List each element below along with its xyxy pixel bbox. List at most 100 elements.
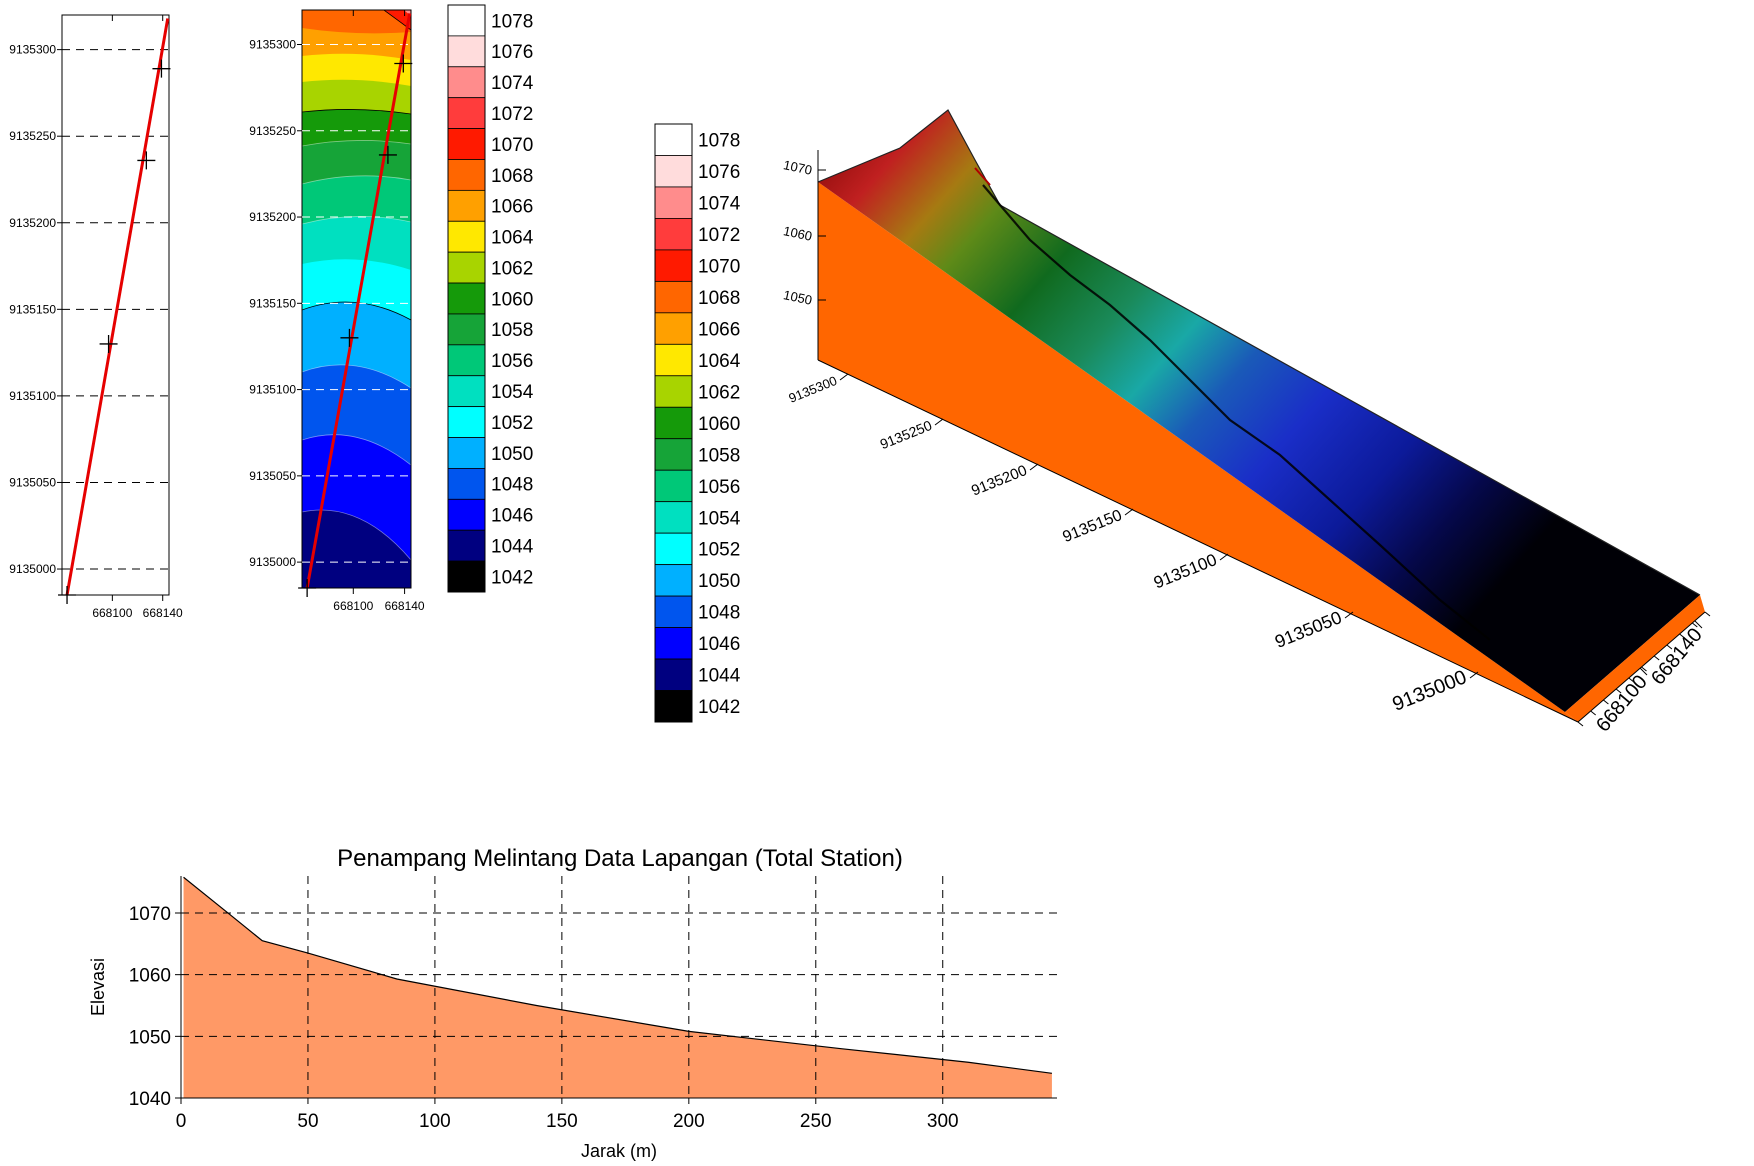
contour-track-markers bbox=[298, 54, 413, 597]
contour-lines-light bbox=[302, 140, 411, 561]
station-marker bbox=[137, 151, 156, 170]
legend-swatch bbox=[447, 128, 486, 160]
y-tick-mark bbox=[839, 373, 849, 381]
y-tick-label: 9135150 bbox=[249, 296, 296, 310]
y-tick-label: 9135250 bbox=[9, 129, 56, 143]
surface-track-line bbox=[982, 184, 1491, 641]
x-minor-tick bbox=[1704, 611, 1711, 617]
profile-title: Penampang Melintang Data Lapangan (Total… bbox=[337, 845, 903, 872]
x-tick-label: 100 bbox=[419, 1111, 451, 1132]
legend-label: 1048 bbox=[698, 603, 740, 624]
y-tick-label: 9135150 bbox=[9, 302, 56, 316]
surface-track-line-red bbox=[974, 167, 991, 186]
legend-label: 1078 bbox=[491, 11, 533, 32]
legend-label: 1052 bbox=[491, 413, 533, 434]
legend-swatch bbox=[447, 97, 486, 129]
y-tick-mark bbox=[1219, 553, 1229, 561]
legend-label: 1048 bbox=[491, 475, 533, 496]
legend-swatch bbox=[447, 220, 486, 253]
contour-map: 9135000 9135050 9135100 9135150 9135200 91352… bbox=[249, 9, 425, 613]
legend-label: 1068 bbox=[698, 288, 740, 309]
x-tick-mark bbox=[1639, 667, 1648, 676]
z-tick-label: 1050 bbox=[782, 287, 813, 308]
legend-swatch bbox=[447, 189, 486, 222]
x-minor-tick bbox=[1603, 699, 1609, 705]
legend-swatch bbox=[447, 313, 486, 346]
legend-label: 1042 bbox=[698, 697, 740, 718]
legend-label: 1044 bbox=[698, 666, 741, 687]
y-tick-label: 9135150 bbox=[1060, 507, 1124, 546]
contour-map-x-ticks: 668100 668140 bbox=[333, 10, 425, 613]
surface-end-face bbox=[1565, 595, 1705, 722]
legend-label: 1046 bbox=[698, 634, 740, 655]
legend-label: 1064 bbox=[491, 228, 534, 249]
legend-label: 1050 bbox=[698, 571, 740, 592]
legend-label: 1058 bbox=[698, 445, 740, 466]
profile-xlabel: Jarak (m) bbox=[581, 1141, 657, 1161]
track-map: 9135000 9135050 9135100 9135150 9135200 91352… bbox=[9, 14, 183, 620]
legend-swatch bbox=[447, 251, 486, 284]
legend-label: 1056 bbox=[491, 351, 533, 372]
x-minor-tick bbox=[1577, 721, 1584, 727]
y-tick-label: 1060 bbox=[129, 966, 171, 987]
station-marker bbox=[394, 54, 413, 73]
station-marker bbox=[340, 328, 359, 347]
legend-label: 1076 bbox=[698, 162, 740, 183]
x-tick-label: 200 bbox=[673, 1111, 705, 1132]
track-map-y-ticks: 9135000 9135050 9135100 9135150 9135200 91352… bbox=[9, 43, 62, 576]
y-tick-label: 9135200 bbox=[249, 210, 296, 224]
legend-swatch bbox=[447, 282, 486, 315]
legend-label: 1042 bbox=[491, 567, 533, 588]
contour-map-frame bbox=[301, 9, 412, 589]
legend-label: 1064 bbox=[698, 351, 741, 372]
station-marker bbox=[298, 579, 317, 597]
x-minor-tick bbox=[1590, 710, 1597, 716]
profile-line bbox=[183, 876, 1053, 1074]
x-tick-label: 0 bbox=[176, 1111, 187, 1132]
legend-label: 1060 bbox=[491, 289, 533, 310]
legend-swatch bbox=[654, 501, 693, 534]
legend-label: 1058 bbox=[491, 320, 533, 341]
y-tick-label: 9135000 bbox=[1389, 666, 1469, 716]
y-tick-label: 9135200 bbox=[9, 216, 56, 230]
y-tick-label: 9135050 bbox=[1272, 607, 1344, 652]
legend-label: 1054 bbox=[491, 382, 534, 403]
legend-label: 1062 bbox=[698, 382, 740, 403]
track-map-x-ticks: 668100 668140 bbox=[92, 15, 183, 620]
y-tick-label: 9135200 bbox=[969, 462, 1030, 500]
y-tick-mark bbox=[1124, 508, 1134, 516]
legend-swatch bbox=[654, 438, 693, 471]
profile-chart: Penampang Melintang Data Lapangan (Total… bbox=[88, 845, 1057, 1161]
legend-swatch bbox=[654, 406, 693, 440]
y-tick-label: 9135100 bbox=[9, 389, 56, 403]
surface-z-ticks: 1070 1060 1050 bbox=[782, 157, 826, 308]
y-tick-mark bbox=[934, 418, 944, 426]
legend-swatch bbox=[447, 468, 486, 500]
y-tick-label: 9135100 bbox=[249, 383, 296, 397]
y-tick-label: 9135050 bbox=[9, 475, 56, 489]
legend-swatch bbox=[447, 159, 486, 191]
track-map-grid bbox=[62, 49, 169, 570]
station-marker bbox=[58, 586, 77, 604]
x-tick-label: 300 bbox=[927, 1111, 959, 1132]
z-tick-label: 1060 bbox=[782, 223, 813, 244]
x-minor-tick bbox=[1615, 688, 1622, 694]
legend-label: 1044 bbox=[491, 536, 534, 557]
legend-label: 1068 bbox=[491, 166, 533, 187]
legend-swatch bbox=[447, 344, 486, 377]
profile-y-ticks: 1040 1050 1060 1070 bbox=[129, 904, 181, 1110]
x-tick-label: 668140 bbox=[143, 606, 183, 620]
legend-swatch bbox=[654, 658, 693, 691]
x-tick-mark bbox=[1694, 620, 1703, 629]
surface-top-edge bbox=[817, 109, 1701, 596]
station-marker bbox=[152, 59, 171, 78]
track-map-frame bbox=[61, 14, 170, 596]
y-tick-label: 9135300 bbox=[9, 43, 56, 57]
legend-swatch bbox=[447, 437, 486, 469]
contour-map-grid bbox=[302, 44, 411, 563]
x-tick-label: 150 bbox=[546, 1111, 578, 1132]
profile-ylabel: Elevasi bbox=[88, 958, 108, 1016]
surface-y-axis bbox=[817, 359, 1579, 723]
contour-band-pink-corner bbox=[403, 10, 411, 16]
legend-frame bbox=[654, 123, 693, 723]
